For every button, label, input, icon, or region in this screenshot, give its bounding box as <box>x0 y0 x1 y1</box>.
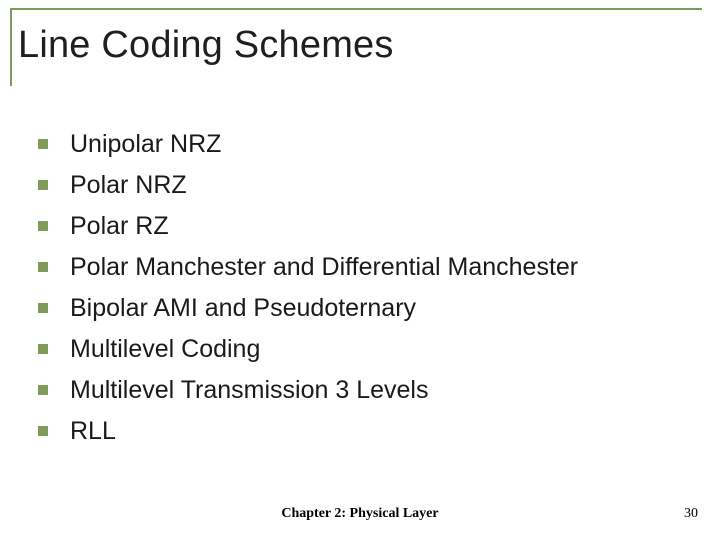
list-item: Polar Manchester and Differential Manche… <box>38 251 690 283</box>
list-item-text: Polar Manchester and Differential Manche… <box>70 251 578 283</box>
list-item-text: RLL <box>70 415 116 447</box>
square-bullet-icon <box>38 344 48 354</box>
square-bullet-icon <box>38 426 48 436</box>
bullet-list: Unipolar NRZ Polar NRZ Polar RZ Polar Ma… <box>38 128 690 447</box>
slide: Line Coding Schemes Unipolar NRZ Polar N… <box>0 0 720 540</box>
slide-title: Line Coding Schemes <box>12 10 702 67</box>
list-item: Multilevel Transmission 3 Levels <box>38 374 690 406</box>
list-item: Polar RZ <box>38 210 690 242</box>
square-bullet-icon <box>38 180 48 190</box>
list-item-text: Multilevel Transmission 3 Levels <box>70 374 428 406</box>
list-item: Polar NRZ <box>38 169 690 201</box>
title-region: Line Coding Schemes <box>10 8 702 86</box>
list-item-text: Polar NRZ <box>70 169 187 201</box>
list-item: RLL <box>38 415 690 447</box>
square-bullet-icon <box>38 385 48 395</box>
list-item: Bipolar AMI and Pseudoternary <box>38 292 690 324</box>
list-item-text: Bipolar AMI and Pseudoternary <box>70 292 416 324</box>
content-area: Unipolar NRZ Polar NRZ Polar RZ Polar Ma… <box>38 128 690 456</box>
list-item-text: Polar RZ <box>70 210 169 242</box>
square-bullet-icon <box>38 221 48 231</box>
list-item: Multilevel Coding <box>38 333 690 365</box>
square-bullet-icon <box>38 139 48 149</box>
footer-chapter-label: Chapter 2: Physical Layer <box>0 506 720 522</box>
square-bullet-icon <box>38 262 48 272</box>
page-number: 30 <box>684 506 698 522</box>
list-item: Unipolar NRZ <box>38 128 690 160</box>
list-item-text: Unipolar NRZ <box>70 128 221 160</box>
list-item-text: Multilevel Coding <box>70 333 260 365</box>
square-bullet-icon <box>38 303 48 313</box>
